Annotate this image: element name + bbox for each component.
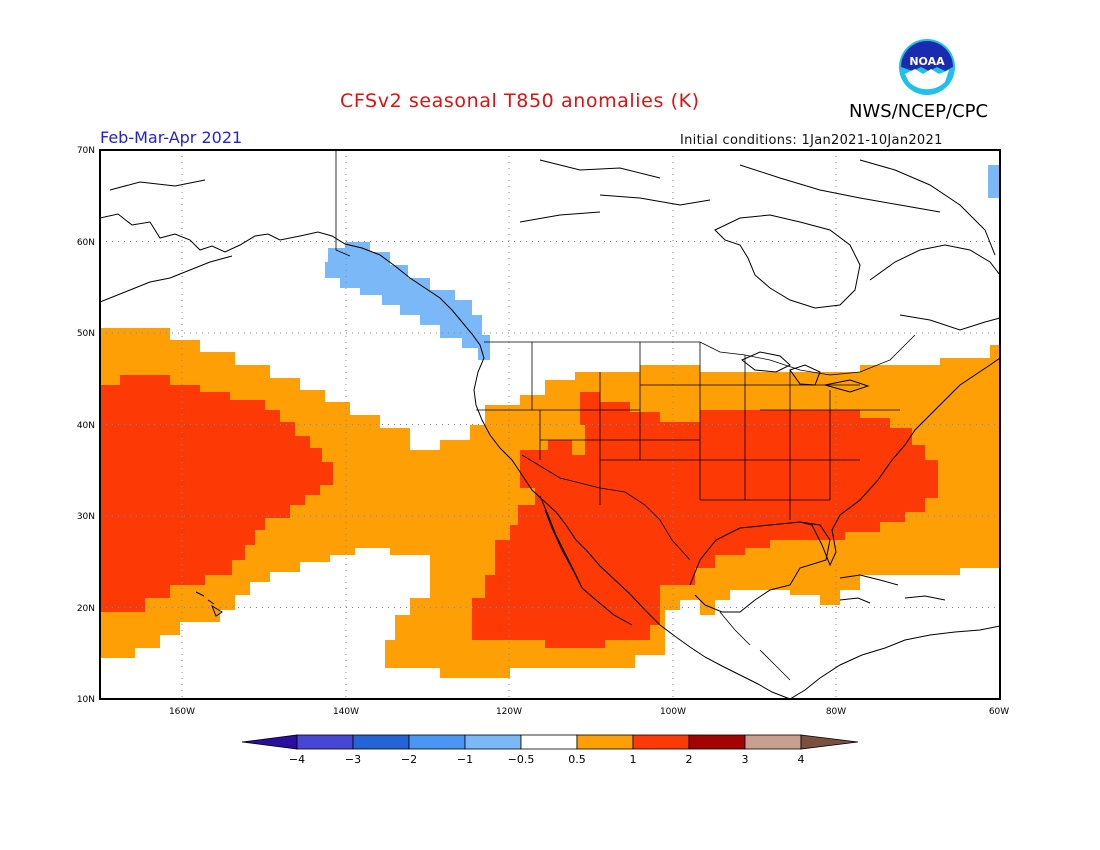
colorbar-label: 0.5 bbox=[568, 753, 586, 766]
colorbar-swatch bbox=[296, 734, 354, 750]
lon-tick-label: 140W bbox=[333, 707, 359, 717]
colorbar-swatch bbox=[464, 734, 522, 750]
lat-tick-label: 10N bbox=[77, 695, 95, 705]
colorbar-label: 2 bbox=[686, 753, 693, 766]
colorbar-swatch bbox=[688, 734, 746, 750]
lon-tick-label: 100W bbox=[660, 707, 686, 717]
colorbar-label: −2 bbox=[401, 753, 417, 766]
lon-tick-label: 120W bbox=[496, 707, 522, 717]
noaa-logo: NOAA bbox=[899, 39, 955, 95]
svg-text:NOAA: NOAA bbox=[909, 55, 945, 68]
colorbar-swatch bbox=[520, 734, 578, 750]
map-panel bbox=[100, 150, 1000, 699]
lon-axis: 160W 140W 120W 100W 80W 60W bbox=[169, 707, 1009, 717]
colorbar-swatch bbox=[408, 734, 466, 750]
colorbar-label: −4 bbox=[289, 753, 305, 766]
colorbar-swatch bbox=[576, 734, 634, 750]
lat-tick-label: 40N bbox=[77, 421, 95, 431]
forecast-period: Feb-Mar-Apr 2021 bbox=[100, 128, 243, 147]
colorbar-high-arrow bbox=[800, 734, 859, 750]
coastlines bbox=[100, 159, 1000, 699]
anomaly-region-blue-alaska bbox=[325, 242, 490, 360]
colorbar-swatch bbox=[744, 734, 802, 750]
lat-tick-label: 20N bbox=[77, 604, 95, 614]
graticule bbox=[100, 150, 1000, 699]
colorbar-label: 3 bbox=[742, 753, 749, 766]
organization-label: NWS/NCEP/CPC bbox=[849, 101, 989, 122]
lat-tick-label: 30N bbox=[77, 512, 95, 522]
colorbar bbox=[241, 734, 859, 750]
colorbar-label: 4 bbox=[798, 753, 805, 766]
lon-tick-label: 60W bbox=[989, 707, 1009, 717]
colorbar-label: −3 bbox=[345, 753, 361, 766]
lat-tick-label: 70N bbox=[77, 146, 95, 156]
anomaly-region-red-continent bbox=[472, 392, 938, 648]
colorbar-label: −1 bbox=[457, 753, 473, 766]
lon-tick-label: 160W bbox=[169, 707, 195, 717]
colorbar-labels: −4 −3 −2 −1 −0.5 0.5 1 2 3 4 bbox=[289, 753, 805, 766]
map-frame bbox=[99, 149, 1001, 700]
anomaly-region-red-pacific bbox=[100, 375, 333, 612]
colorbar-label: 1 bbox=[630, 753, 637, 766]
colorbar-label: −0.5 bbox=[508, 753, 535, 766]
initial-conditions: Initial conditions: 1Jan2021-10Jan2021 bbox=[680, 133, 943, 148]
colorbar-swatch bbox=[632, 734, 690, 750]
political-borders bbox=[335, 150, 916, 681]
lat-tick-label: 50N bbox=[77, 329, 95, 339]
colorbar-swatch bbox=[352, 734, 410, 750]
colorbar-low-arrow bbox=[241, 734, 298, 750]
lat-axis: 10N 20N 30N 40N 50N 60N 70N bbox=[77, 146, 95, 705]
lon-tick-label: 80W bbox=[826, 707, 846, 717]
lat-tick-label: 60N bbox=[77, 238, 95, 248]
anomaly-region-blue-atlantic bbox=[988, 165, 1000, 198]
chart-title: CFSv2 seasonal T850 anomalies (K) bbox=[340, 90, 700, 112]
